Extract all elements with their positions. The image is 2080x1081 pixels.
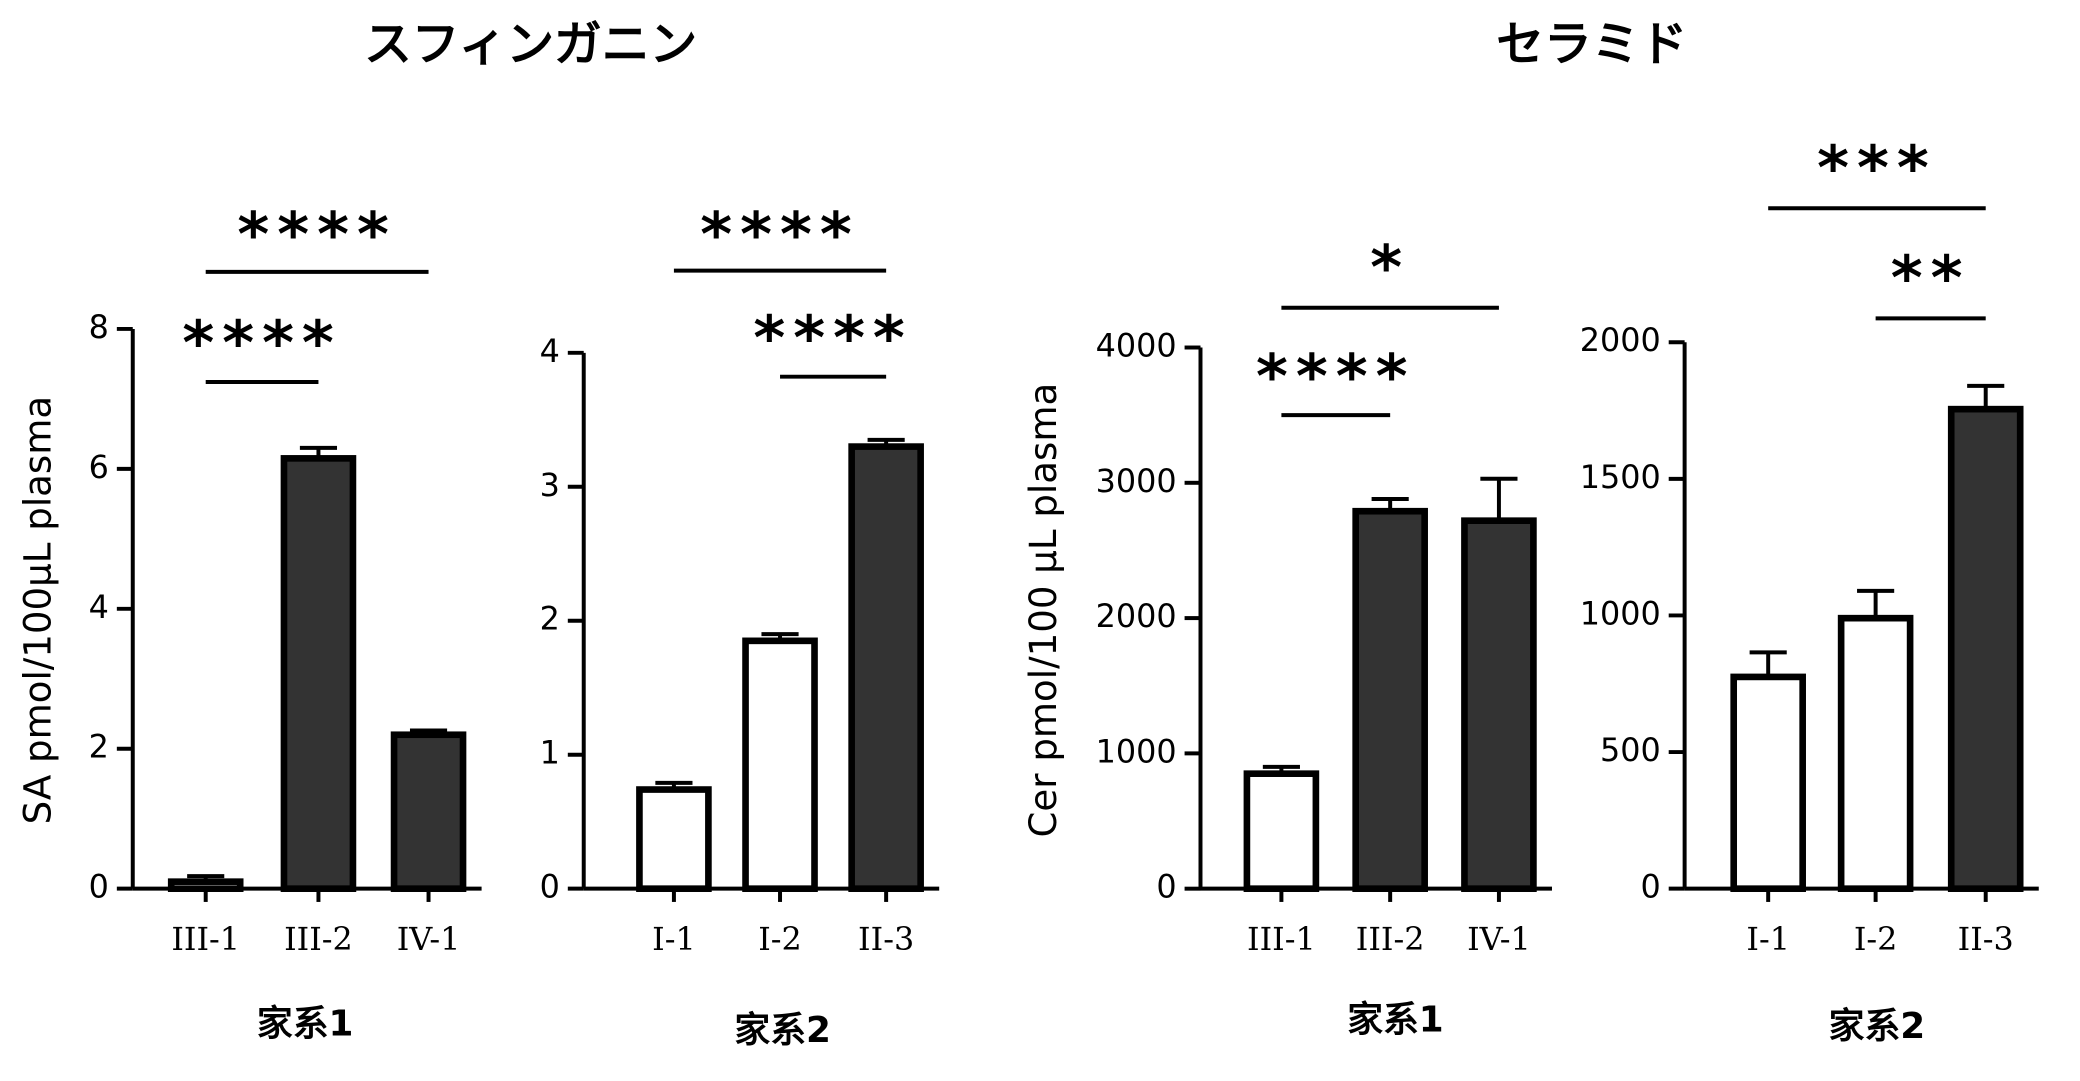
significance-label: **** — [1256, 341, 1415, 412]
bar — [390, 731, 467, 892]
bar — [1730, 673, 1806, 892]
y-tick-label: 500 — [1600, 731, 1661, 769]
y-tick-label: 2 — [540, 600, 560, 638]
significance-label: * — [1370, 233, 1410, 304]
x-tick-label: III-2 — [284, 920, 353, 958]
x-tick-label: IV-1 — [1467, 920, 1531, 958]
y-tick-label: 8 — [89, 308, 109, 346]
y-tick-label: 0 — [540, 868, 560, 906]
y-tick-label: 1000 — [1580, 594, 1661, 632]
x-tick-label: II-3 — [858, 920, 914, 958]
y-tick-label: 3000 — [1096, 462, 1177, 500]
y-tick-label: 6 — [89, 448, 109, 486]
y-tick-label: 0 — [1640, 868, 1660, 906]
significance-label: *** — [1817, 133, 1937, 204]
y-tick-label: 2000 — [1096, 597, 1177, 635]
significance-label: **** — [182, 308, 341, 379]
y-tick-label: 1000 — [1096, 732, 1177, 770]
x-tick-label: I-1 — [652, 920, 696, 958]
bar — [167, 878, 244, 892]
y-axis-label: Cer pmol/100 μL plasma — [1022, 383, 1065, 838]
group-title: スフィンガニン — [364, 18, 697, 73]
significance-label: **** — [237, 199, 396, 270]
x-axis-label: 家系2 — [734, 1010, 831, 1051]
bar — [280, 455, 357, 892]
y-tick-label: 4 — [540, 332, 560, 370]
significance-label: **** — [700, 199, 859, 270]
bar — [848, 443, 924, 892]
x-tick-label: III-2 — [1356, 920, 1425, 958]
bar — [1947, 405, 2024, 892]
x-tick-label: I-2 — [758, 920, 802, 958]
y-axis-label: SA pmol/100μL plasma — [16, 396, 59, 825]
significance-label: ** — [1891, 243, 1971, 314]
x-tick-label: I-2 — [1854, 920, 1898, 958]
y-tick-label: 4 — [89, 588, 109, 626]
x-axis-label: 家系1 — [257, 1003, 354, 1044]
x-axis-label: 家系1 — [1347, 999, 1444, 1040]
bar — [1352, 507, 1428, 892]
y-tick-label: 3 — [540, 466, 560, 504]
y-tick-label: 4000 — [1096, 327, 1177, 365]
x-tick-label: IV-1 — [397, 920, 461, 958]
bar — [1837, 614, 1914, 892]
bar — [742, 637, 818, 892]
bar — [636, 786, 712, 892]
x-tick-label: III-1 — [1247, 920, 1316, 958]
y-tick-label: 2 — [89, 728, 109, 766]
bar — [1461, 517, 1537, 892]
x-tick-label: I-1 — [1746, 920, 1790, 958]
x-tick-label: II-3 — [1958, 920, 2014, 958]
y-tick-label: 1500 — [1580, 458, 1661, 496]
group-title: セラミド — [1496, 18, 1687, 73]
significance-label: **** — [753, 303, 912, 374]
bar — [1243, 770, 1320, 892]
x-axis-label: 家系2 — [1829, 1006, 1926, 1047]
y-tick-label: 0 — [1156, 868, 1176, 906]
y-tick-label: 1 — [540, 734, 560, 772]
y-tick-label: 2000 — [1580, 321, 1661, 359]
y-tick-label: 0 — [89, 868, 109, 906]
x-tick-label: III-1 — [171, 920, 240, 958]
